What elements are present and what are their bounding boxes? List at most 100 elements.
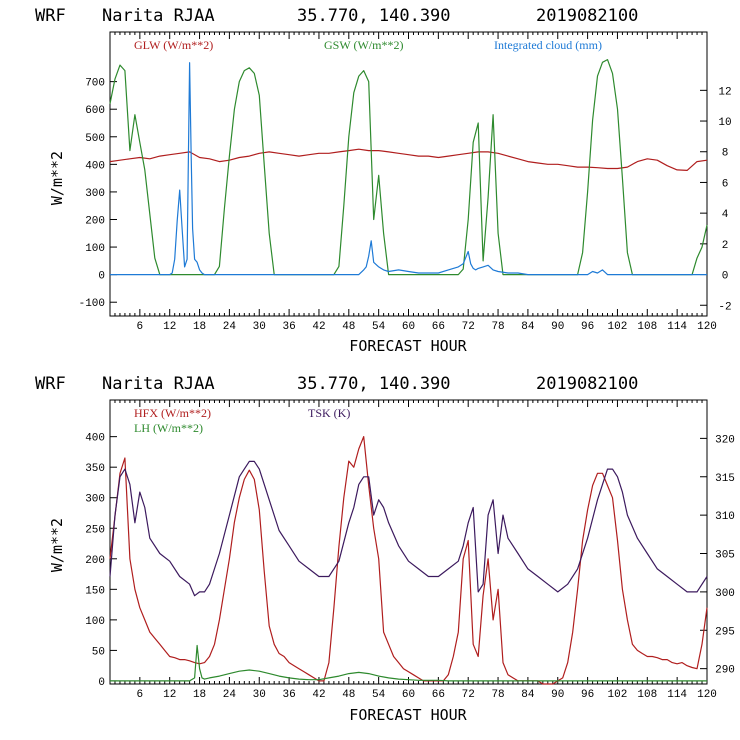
x-tick-label: 54 <box>372 321 386 333</box>
chart-2-coords: 35.770, 140.390 <box>297 374 451 394</box>
x-tick-label: 90 <box>551 321 564 333</box>
y-tick-label: 200 <box>85 215 105 227</box>
series-integrated <box>110 62 707 276</box>
y-tick-label: 0 <box>98 271 105 283</box>
x-tick-label: 48 <box>342 321 355 333</box>
chart-1-legend-glw: GLW (W/m**2) <box>134 38 213 52</box>
x-tick-label: 18 <box>193 689 206 701</box>
x-tick-label: 72 <box>462 321 475 333</box>
series-gsw <box>109 58 708 276</box>
x-tick-label: 96 <box>581 689 594 701</box>
chart-2-model: WRF <box>35 374 66 394</box>
y2-tick-label: 300 <box>715 588 735 600</box>
y2-tick-label: 315 <box>715 473 735 485</box>
x-tick-label: 36 <box>282 689 295 701</box>
x-tick-label: 42 <box>312 689 325 701</box>
y2-tick-label: 320 <box>715 434 735 446</box>
y2-tick-label: 295 <box>715 626 735 638</box>
y-tick-label: 300 <box>85 494 105 506</box>
x-tick-label: 30 <box>253 689 266 701</box>
x-tick-label: 24 <box>223 321 237 333</box>
y2-tick-label: 310 <box>715 511 735 523</box>
chart-2-legend-lh: LH (W/m**2) <box>134 421 203 435</box>
y-tick-label: 500 <box>85 133 105 145</box>
x-tick-label: 18 <box>193 321 206 333</box>
x-tick-label: 42 <box>312 321 325 333</box>
x-tick-label: 6 <box>137 321 144 333</box>
x-tick-label: 12 <box>163 689 176 701</box>
x-tick-label: 6 <box>137 689 144 701</box>
x-tick-label: 24 <box>223 689 237 701</box>
chart-2-site: Narita RJAA <box>102 374 215 394</box>
chart-1-legend-gsw: GSW (W/m**2) <box>324 38 403 52</box>
chart-1-series <box>109 58 708 276</box>
series-hfx <box>109 436 708 685</box>
y2-tick-label: 6 <box>722 178 729 190</box>
y-tick-label: 600 <box>85 105 105 117</box>
y2-tick-label: 0 <box>722 271 729 283</box>
x-tick-label: 60 <box>402 689 415 701</box>
x-tick-label: 78 <box>491 689 504 701</box>
x-tick-label: 30 <box>253 321 266 333</box>
chart-2-legend-tsk: TSK (K) <box>308 406 350 420</box>
y-tick-label: 400 <box>85 433 105 445</box>
y-tick-label: 100 <box>85 616 105 628</box>
y2-tick-label: 10 <box>718 117 731 129</box>
x-tick-label: 84 <box>521 321 535 333</box>
y2-tick-label: 8 <box>722 148 729 160</box>
series-tsk <box>109 460 708 597</box>
y-tick-label: 100 <box>85 243 105 255</box>
chart-1-xlabel: FORECAST HOUR <box>349 337 467 355</box>
chart-1-model: WRF <box>35 6 66 26</box>
x-tick-label: 66 <box>432 689 445 701</box>
x-tick-label: 78 <box>491 321 504 333</box>
chart-2: WRF Narita RJAA 35.770, 140.390 20190821… <box>35 374 735 724</box>
x-tick-label: 12 <box>163 321 176 333</box>
chart-1-legend-cloud: Integrated cloud (mm) <box>494 38 602 52</box>
x-tick-label: 120 <box>697 321 717 333</box>
chart-1-ylabel: W/m**2 <box>48 151 66 205</box>
x-tick-label: 108 <box>637 321 657 333</box>
chart-2-xlabel: FORECAST HOUR <box>349 706 467 724</box>
x-tick-label: 96 <box>581 321 594 333</box>
chart-1-site: Narita RJAA <box>102 6 215 26</box>
y2-tick-label: 2 <box>722 240 729 252</box>
y-tick-label: 200 <box>85 555 105 567</box>
y-tick-label: 300 <box>85 188 105 200</box>
series-lh <box>110 644 707 682</box>
chart-1-init: 2019082100 <box>536 6 638 26</box>
y-tick-label: -100 <box>79 298 105 310</box>
chart-2-init: 2019082100 <box>536 374 638 394</box>
y2-tick-label: 305 <box>715 550 735 562</box>
x-tick-label: 48 <box>342 689 355 701</box>
y-tick-label: 700 <box>85 78 105 90</box>
x-tick-label: 54 <box>372 689 386 701</box>
chart-1-ticks: 6 12 18 24 30 36 42 48 54 60 66 72 78 84 90 96 102 108 114… <box>79 32 732 333</box>
x-tick-label: 102 <box>608 321 628 333</box>
y-tick-label: 0 <box>98 677 105 689</box>
x-tick-label: 84 <box>521 689 535 701</box>
chart-2-ylabel: W/m**2 <box>48 518 66 572</box>
x-tick-label: 36 <box>282 321 295 333</box>
x-tick-label: 90 <box>551 689 564 701</box>
x-tick-label: 114 <box>667 689 687 701</box>
y-tick-label: 400 <box>85 160 105 172</box>
chart-2-legend-hfx: HFX (W/m**2) <box>134 406 211 420</box>
x-tick-label: 102 <box>608 689 628 701</box>
chart-1-plot-frame <box>109 31 708 317</box>
chart-1: WRF Narita RJAA 35.770, 140.390 20190821… <box>35 6 732 355</box>
chart-1-coords: 35.770, 140.390 <box>297 6 451 26</box>
y2-tick-label: 4 <box>722 209 729 221</box>
x-tick-label: 60 <box>402 321 415 333</box>
x-tick-label: 66 <box>432 321 445 333</box>
y-tick-label: 150 <box>85 585 105 597</box>
x-tick-label: 120 <box>697 689 717 701</box>
y-tick-label: 350 <box>85 463 105 475</box>
y2-tick-label: 290 <box>715 665 735 677</box>
y-tick-label: 250 <box>85 524 105 536</box>
y2-tick-label: 12 <box>718 86 731 98</box>
x-tick-label: 108 <box>637 689 657 701</box>
x-tick-label: 114 <box>667 321 687 333</box>
x-tick-label: 72 <box>462 689 475 701</box>
